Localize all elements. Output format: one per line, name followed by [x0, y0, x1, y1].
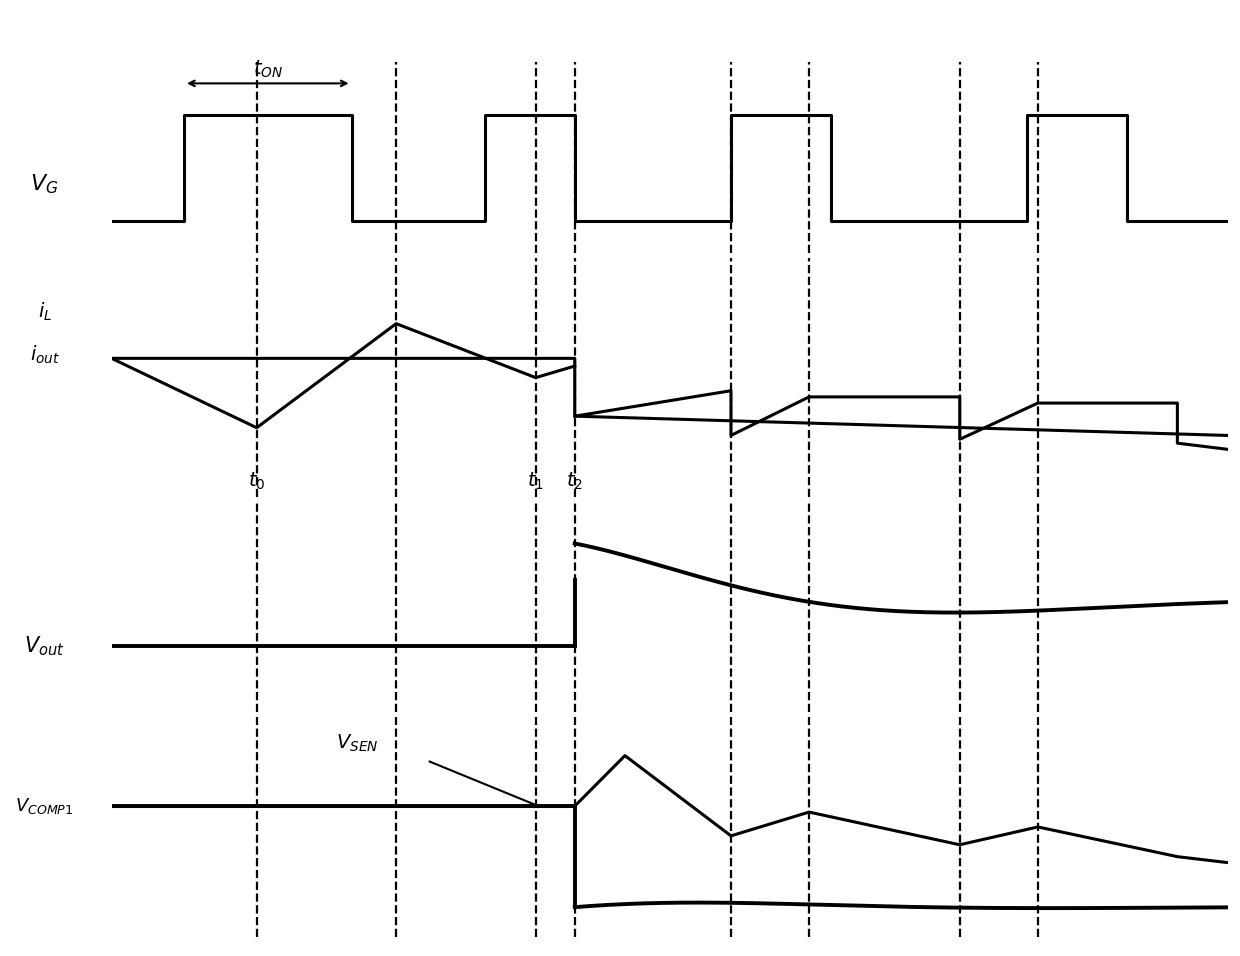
Text: $t_0$: $t_0$ — [248, 471, 265, 492]
Text: $V_G$: $V_G$ — [31, 172, 58, 196]
Text: $i_L$: $i_L$ — [37, 301, 52, 323]
Text: $i_{out}$: $i_{out}$ — [30, 343, 60, 365]
Text: $t_1$: $t_1$ — [527, 471, 544, 492]
Text: $t_{ON}$: $t_{ON}$ — [253, 59, 283, 80]
Text: $t_2$: $t_2$ — [567, 471, 583, 492]
Text: $V_{COMP1}$: $V_{COMP1}$ — [15, 796, 74, 816]
Text: $V_{out}$: $V_{out}$ — [25, 634, 64, 658]
Text: $V_{SEN}$: $V_{SEN}$ — [336, 732, 378, 754]
